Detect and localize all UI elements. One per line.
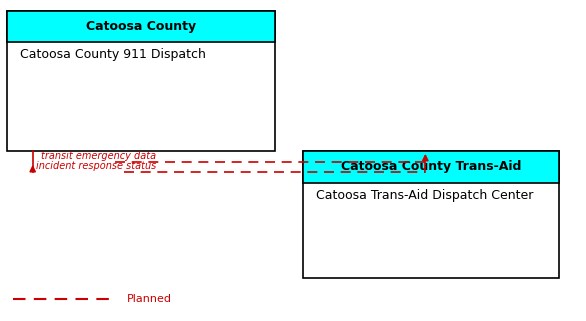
Text: Catoosa County: Catoosa County — [86, 20, 196, 33]
Text: Catoosa County Trans-Aid: Catoosa County Trans-Aid — [341, 160, 521, 173]
Text: Catoosa County 911 Dispatch: Catoosa County 911 Dispatch — [21, 48, 206, 61]
Text: incident response status: incident response status — [36, 161, 156, 171]
Bar — [7, 11, 275, 42]
Text: Catoosa Trans-Aid Dispatch Center: Catoosa Trans-Aid Dispatch Center — [316, 189, 533, 202]
Bar — [7, 11, 275, 151]
Text: transit emergency data: transit emergency data — [41, 151, 156, 160]
Bar — [303, 151, 559, 183]
Text: Planned: Planned — [127, 294, 172, 304]
Bar — [303, 151, 559, 278]
